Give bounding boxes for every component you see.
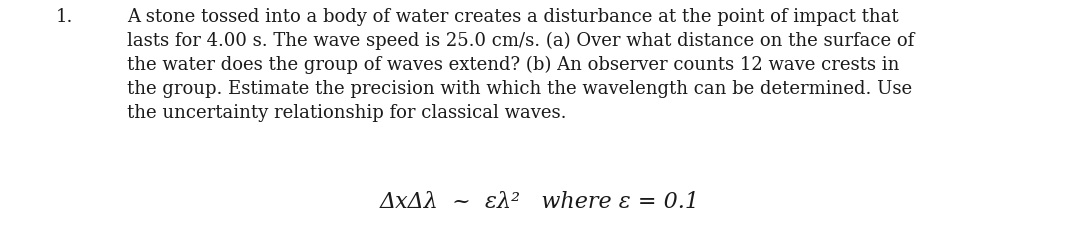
Text: 1.: 1. — [56, 8, 73, 25]
Text: ΔxΔλ  ~  ελ²   where ε = 0.1: ΔxΔλ ~ ελ² where ε = 0.1 — [380, 191, 700, 212]
Text: A stone tossed into a body of water creates a disturbance at the point of impact: A stone tossed into a body of water crea… — [127, 8, 915, 121]
